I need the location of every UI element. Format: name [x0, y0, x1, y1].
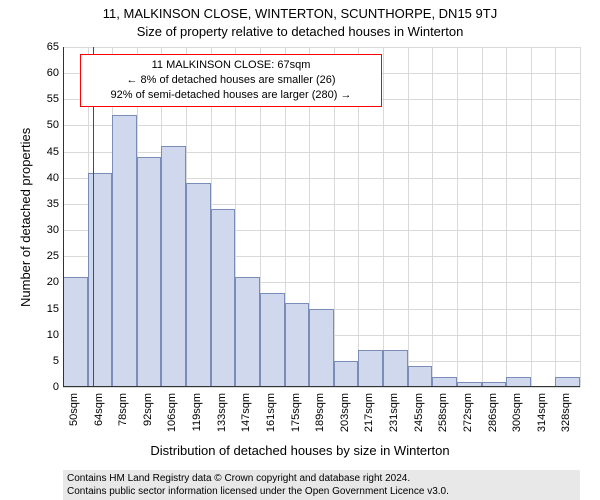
- histogram-bar: [235, 277, 260, 387]
- y-tick-label: 55: [29, 93, 59, 105]
- histogram-bar: [260, 293, 285, 387]
- gridline-v: [432, 47, 433, 387]
- x-tick-label: 245sqm: [413, 393, 425, 432]
- y-axis-label: Number of detached properties: [18, 128, 33, 307]
- gridline-v: [580, 47, 581, 387]
- gridline-v: [482, 47, 483, 387]
- histogram-bar: [358, 350, 383, 387]
- x-tick-label: 328sqm: [560, 393, 572, 432]
- x-tick-label: 258sqm: [437, 393, 449, 432]
- x-tick-label: 272sqm: [462, 393, 474, 432]
- x-tick-label: 50sqm: [68, 393, 80, 426]
- y-tick-label: 25: [29, 250, 59, 262]
- annotation-line: ← 8% of detached houses are smaller (26): [87, 73, 375, 88]
- annotation-line: 11 MALKINSON CLOSE: 67sqm: [87, 58, 375, 73]
- license-line: Contains HM Land Registry data © Crown c…: [67, 472, 576, 485]
- annotation-line: 92% of semi-detached houses are larger (…: [87, 88, 375, 103]
- histogram-bar: [112, 115, 137, 387]
- histogram-bar: [161, 146, 186, 387]
- chart-title: 11, MALKINSON CLOSE, WINTERTON, SCUNTHOR…: [0, 6, 600, 21]
- x-tick-label: 106sqm: [166, 393, 178, 432]
- gridline-v: [383, 47, 384, 387]
- x-tick-label: 231sqm: [388, 393, 400, 432]
- x-tick-label: 119sqm: [191, 393, 203, 431]
- y-tick-label: 35: [29, 198, 59, 210]
- annotation-box: 11 MALKINSON CLOSE: 67sqm← 8% of detache…: [80, 54, 382, 107]
- y-tick-label: 50: [29, 119, 59, 131]
- x-tick-label: 314sqm: [536, 393, 548, 432]
- x-axis-label: Distribution of detached houses by size …: [0, 443, 600, 458]
- histogram-bar: [383, 350, 408, 387]
- x-tick-label: 78sqm: [117, 393, 129, 426]
- x-tick-label: 175sqm: [290, 393, 302, 432]
- gridline-v: [531, 47, 532, 387]
- gridline-v: [506, 47, 507, 387]
- y-tick-label: 15: [29, 303, 59, 315]
- license-box: Contains HM Land Registry data © Crown c…: [63, 470, 580, 500]
- gridline-v: [408, 47, 409, 387]
- histogram-bar: [186, 183, 211, 387]
- histogram-bar: [408, 366, 433, 387]
- x-tick-label: 286sqm: [487, 393, 499, 432]
- histogram-bar: [285, 303, 310, 387]
- histogram-bar: [63, 277, 88, 387]
- y-tick-label: 45: [29, 146, 59, 158]
- x-tick-label: 217sqm: [363, 393, 375, 432]
- x-tick-label: 133sqm: [216, 393, 228, 432]
- x-tick-label: 161sqm: [265, 393, 277, 432]
- x-axis: [63, 386, 580, 387]
- gridline-v: [457, 47, 458, 387]
- chart-subtitle: Size of property relative to detached ho…: [0, 24, 600, 39]
- x-tick-label: 189sqm: [314, 393, 326, 432]
- y-tick-label: 60: [29, 67, 59, 79]
- y-axis: [63, 47, 64, 387]
- histogram-bar: [88, 173, 113, 387]
- gridline-v: [555, 47, 556, 387]
- histogram-bar: [211, 209, 236, 387]
- gridline-h: [63, 125, 580, 126]
- gridline-h: [63, 387, 580, 388]
- y-tick-label: 10: [29, 329, 59, 341]
- histogram-bar: [334, 361, 359, 387]
- y-tick-label: 30: [29, 224, 59, 236]
- y-tick-label: 5: [29, 355, 59, 367]
- gridline-h: [63, 47, 580, 48]
- y-tick-label: 65: [29, 41, 59, 53]
- y-tick-label: 40: [29, 172, 59, 184]
- gridline-h: [63, 152, 580, 153]
- x-tick-label: 203sqm: [339, 393, 351, 432]
- x-tick-label: 92sqm: [142, 393, 154, 426]
- x-tick-label: 64sqm: [93, 393, 105, 426]
- license-line: Contains public sector information licen…: [67, 485, 576, 498]
- histogram-bar: [137, 157, 162, 387]
- y-tick-label: 20: [29, 276, 59, 288]
- x-tick-label: 147sqm: [240, 393, 252, 432]
- y-tick-label: 0: [29, 381, 59, 393]
- histogram-bar: [309, 309, 334, 387]
- x-tick-label: 300sqm: [511, 393, 523, 432]
